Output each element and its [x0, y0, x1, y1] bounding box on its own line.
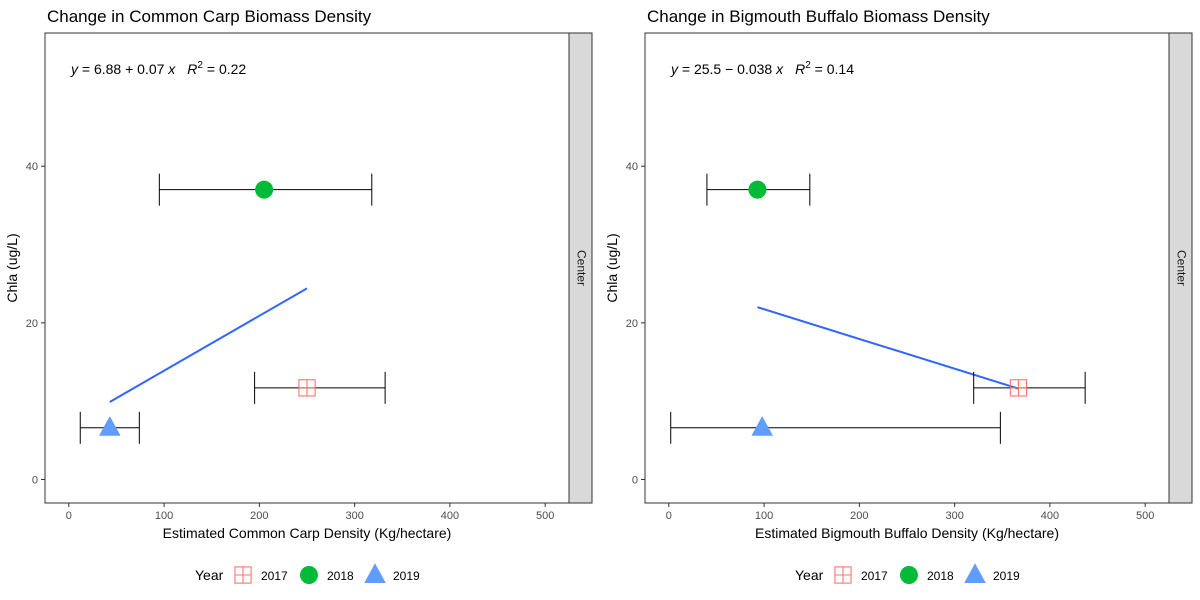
data-point-2017 — [1009, 379, 1028, 397]
eq-r2-exp: 2 — [805, 60, 811, 71]
legend-label-2018: 2018 — [927, 569, 954, 583]
eq-r2-value: = 0.22 — [203, 61, 246, 77]
legend-key-2017 — [234, 566, 252, 584]
data-point-2017 — [298, 379, 316, 397]
x-axis-label: Estimated Common Carp Density (Kg/hectar… — [163, 525, 452, 541]
data-point-2019 — [751, 416, 773, 436]
legend-key-2018 — [300, 566, 318, 584]
y-tick-label: 40 — [26, 161, 38, 173]
errorbar-2019 — [670, 411, 1001, 444]
x-tick-label: 200 — [850, 510, 868, 522]
errorbar-2017 — [254, 371, 386, 404]
legend-label-2017: 2017 — [861, 569, 888, 583]
legend: Year 2017 2018 2019 — [195, 563, 420, 584]
legend-label-2019: 2019 — [393, 569, 420, 583]
legend-key-2018 — [900, 566, 918, 584]
facet-strip — [568, 32, 593, 504]
x-tick-label: 100 — [155, 510, 173, 522]
x-tick-label: 500 — [1136, 510, 1154, 522]
x-tick-label: 200 — [250, 510, 268, 522]
data-point-2019 — [98, 416, 121, 436]
eq-lhs: y — [670, 61, 679, 77]
chart-panel-1: Change in Common Carp Biomass Density Cen… — [4, 7, 593, 584]
eq-rhs: = 6.88 + 0.07 — [78, 61, 168, 77]
plot-area — [644, 32, 1170, 504]
y-axis-label: Chla (ug/L) — [604, 233, 620, 302]
legend-label-2018: 2018 — [327, 569, 354, 583]
facet-label: Center — [1174, 250, 1188, 286]
x-tick-label: 400 — [1041, 510, 1059, 522]
y-tick-label: 40 — [626, 161, 638, 173]
regression-line — [109, 287, 308, 403]
y-axis-label: Chla (ug/L) — [4, 233, 20, 302]
legend-title: Year — [195, 567, 224, 583]
regression-line — [757, 306, 1019, 390]
legend: Year 2017 2018 2019 — [795, 563, 1020, 584]
plot-area — [44, 32, 570, 504]
chart-title: Change in Bigmouth Buffalo Biomass Densi… — [647, 7, 990, 26]
legend-label-2017: 2017 — [261, 569, 288, 583]
eq-lhs: y — [70, 61, 79, 77]
errorbar-2017 — [973, 371, 1086, 404]
eq-r2-label: R — [795, 61, 805, 77]
x-tick-label: 100 — [755, 510, 773, 522]
x-tick-label: 400 — [441, 510, 459, 522]
legend-key-2019 — [964, 563, 986, 583]
legend-key-2017 — [834, 566, 852, 584]
y-tick-label: 0 — [32, 475, 38, 487]
x-tick-label: 0 — [666, 510, 672, 522]
facet-label: Center — [574, 250, 588, 286]
legend-title: Year — [795, 567, 824, 583]
regression-equation: y = 25.5 − 0.038 x R2 = 0.14 — [670, 60, 854, 77]
eq-r2-exp: 2 — [197, 60, 203, 71]
data-point-2018 — [748, 180, 767, 199]
y-tick-label: 20 — [26, 318, 38, 330]
legend-label-2019: 2019 — [993, 569, 1020, 583]
legend-key-2019 — [364, 563, 386, 583]
y-tick-label: 0 — [632, 475, 638, 487]
x-tick-label: 300 — [345, 510, 363, 522]
regression-equation: y = 6.88 + 0.07 x R2 = 0.22 — [70, 60, 246, 77]
x-tick-label: 300 — [945, 510, 963, 522]
eq-var: x — [775, 61, 784, 77]
facet-strip — [1168, 32, 1193, 504]
x-tick-label: 500 — [536, 510, 554, 522]
chart-title: Change in Common Carp Biomass Density — [47, 7, 372, 26]
eq-var: x — [167, 61, 176, 77]
data-point-2018 — [255, 180, 274, 199]
x-axis-label: Estimated Bigmouth Buffalo Density (Kg/h… — [755, 525, 1059, 541]
chart-panel-2: Change in Bigmouth Buffalo Biomass Densi… — [604, 7, 1193, 584]
y-tick-label: 20 — [626, 318, 638, 330]
eq-r2-value: = 0.14 — [811, 61, 854, 77]
eq-r2-label: R — [187, 61, 197, 77]
x-tick-label: 0 — [66, 510, 72, 522]
eq-rhs: = 25.5 − 0.038 — [678, 61, 776, 77]
